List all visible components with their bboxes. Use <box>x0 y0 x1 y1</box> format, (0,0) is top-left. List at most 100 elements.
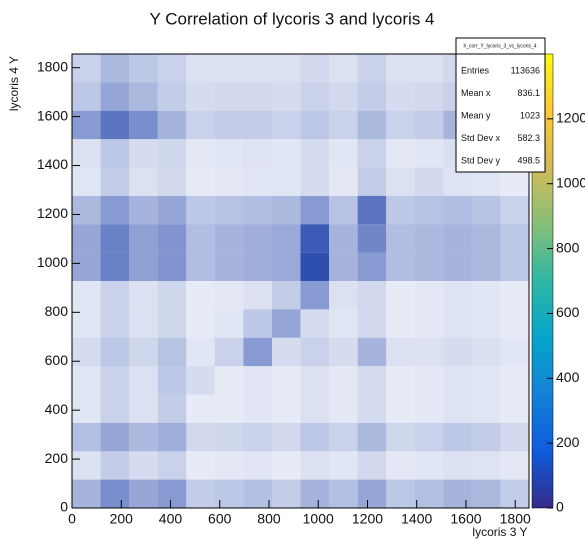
cell <box>357 422 387 452</box>
cell <box>271 167 301 196</box>
y-tick-label: 1000 <box>37 254 68 270</box>
cell <box>386 366 415 395</box>
cell <box>271 110 301 140</box>
stats-value: 498.5 <box>517 155 540 165</box>
cell <box>357 337 387 367</box>
cell <box>214 195 244 225</box>
cell <box>329 252 358 281</box>
cell <box>329 479 358 508</box>
cell <box>129 451 158 480</box>
cell <box>214 366 244 395</box>
cell <box>72 195 101 225</box>
cell <box>214 337 244 367</box>
cell <box>100 54 130 83</box>
cell <box>414 195 444 225</box>
cell <box>500 422 529 452</box>
y-tick-label: 200 <box>45 450 69 466</box>
cell <box>357 394 387 423</box>
cell <box>414 224 444 253</box>
stats-key: Std Dev x <box>461 133 501 143</box>
y-tick-label: 400 <box>45 401 69 417</box>
cell <box>414 451 444 480</box>
cell <box>214 82 244 111</box>
stats-value: 113636 <box>511 65 540 75</box>
y-tick-label: 1800 <box>37 58 68 74</box>
cell <box>72 309 101 338</box>
cell <box>100 110 130 140</box>
cell <box>271 451 301 480</box>
cell <box>386 167 415 196</box>
cell <box>243 252 272 281</box>
cell <box>329 394 358 423</box>
stats-value: 582.3 <box>517 133 540 143</box>
cell <box>443 422 472 452</box>
cell <box>300 422 330 452</box>
cell <box>357 281 387 310</box>
cell <box>357 451 387 480</box>
stats-value: 836.1 <box>517 88 540 98</box>
cell <box>414 252 444 281</box>
cell <box>72 479 101 508</box>
cell <box>214 54 244 83</box>
cell <box>129 110 158 140</box>
cell <box>243 82 272 111</box>
cell <box>443 252 472 281</box>
cell <box>357 110 387 140</box>
y-axis-label: lycoris 4 Y <box>7 56 21 111</box>
cell <box>414 139 444 168</box>
cell <box>300 479 330 508</box>
cell <box>443 281 472 310</box>
cell <box>214 281 244 310</box>
cell <box>100 366 130 395</box>
cell <box>243 54 272 83</box>
cell <box>471 224 501 253</box>
cell <box>157 195 187 225</box>
cell <box>129 195 158 225</box>
cell <box>414 281 444 310</box>
cell <box>386 309 415 338</box>
cell <box>100 139 130 168</box>
cell <box>243 139 272 168</box>
cell <box>271 54 301 83</box>
x-tick-label: 1000 <box>303 511 334 527</box>
cell <box>100 167 130 196</box>
cell <box>500 366 529 395</box>
cell <box>271 252 301 281</box>
cell <box>414 366 444 395</box>
x-tick-label: 0 <box>68 511 76 527</box>
cell <box>129 394 158 423</box>
cell <box>100 82 130 111</box>
cell <box>300 281 330 310</box>
cell <box>214 252 244 281</box>
z-tick-label: 1200 <box>556 110 585 126</box>
stats-key: Entries <box>461 65 490 75</box>
cell <box>214 224 244 253</box>
x-axis-label: lycoris 3 Y <box>472 525 527 539</box>
cell <box>100 224 130 253</box>
cell <box>329 281 358 310</box>
cell <box>100 337 130 367</box>
cell <box>386 394 415 423</box>
cell <box>100 195 130 225</box>
cell <box>357 309 387 338</box>
cell <box>271 422 301 452</box>
cell <box>214 479 244 508</box>
cell <box>157 451 187 480</box>
cell <box>300 110 330 140</box>
cell <box>329 167 358 196</box>
cell <box>500 195 529 225</box>
cell <box>329 54 358 83</box>
cell <box>300 309 330 338</box>
cell <box>300 195 330 225</box>
x-tick-label: 200 <box>110 511 134 527</box>
cell <box>386 451 415 480</box>
cell <box>357 195 387 225</box>
cell <box>271 195 301 225</box>
cell <box>386 139 415 168</box>
cell <box>129 479 158 508</box>
cell <box>72 167 101 196</box>
cell <box>214 451 244 480</box>
z-tick-label: 800 <box>556 239 580 255</box>
x-tick-label: 1600 <box>450 511 481 527</box>
cell <box>471 394 501 423</box>
